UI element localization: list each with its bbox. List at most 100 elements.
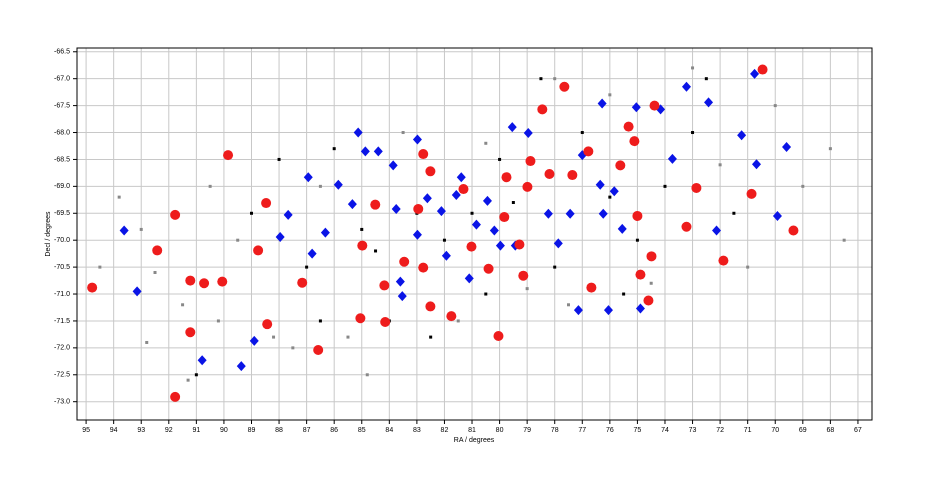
point [635, 269, 646, 280]
point [565, 208, 575, 219]
point [691, 66, 695, 70]
point [580, 131, 584, 135]
point [418, 262, 429, 273]
point [801, 184, 805, 188]
x-tick-label: 78 [551, 427, 559, 434]
point [291, 346, 295, 350]
x-tick-label: 74 [661, 427, 669, 434]
point [523, 128, 533, 139]
y-tick-label: -70.0 [54, 237, 70, 244]
point [145, 340, 149, 344]
point [842, 238, 846, 242]
point [667, 153, 677, 164]
point [466, 241, 477, 252]
point [305, 265, 309, 269]
point [782, 142, 792, 153]
point [373, 146, 383, 157]
point [609, 186, 619, 197]
point [223, 150, 234, 161]
y-tick-label: -70.5 [54, 264, 70, 271]
point [681, 221, 692, 232]
x-tick-label: 89 [248, 427, 256, 434]
x-tick-label: 70 [771, 427, 779, 434]
x-tick-label: 82 [441, 427, 449, 434]
point [635, 303, 645, 314]
point [511, 201, 515, 205]
point [272, 335, 276, 339]
y-tick-label: -69.0 [54, 183, 70, 190]
point [495, 240, 505, 251]
point [553, 77, 557, 81]
point [663, 184, 667, 188]
x-tick-label: 75 [634, 427, 642, 434]
point [493, 331, 504, 342]
point [333, 179, 343, 190]
y-tick-label: -68.0 [54, 129, 70, 136]
point [751, 159, 761, 170]
point [277, 157, 281, 161]
y-tick-label: -69.5 [54, 210, 70, 217]
point [573, 305, 583, 316]
point [395, 276, 405, 287]
point [603, 305, 613, 316]
x-axis-title: RA / degrees [454, 437, 495, 444]
point [397, 291, 407, 302]
x-tick-label: 76 [606, 427, 614, 434]
point [704, 97, 714, 108]
point [464, 273, 474, 284]
point [379, 280, 390, 291]
point [217, 276, 228, 287]
point [623, 121, 634, 132]
point [498, 157, 502, 161]
point [98, 265, 102, 269]
point [691, 182, 702, 193]
point [772, 210, 782, 221]
point [194, 373, 198, 377]
point [186, 378, 190, 382]
point [537, 104, 548, 115]
point [307, 248, 317, 259]
x-tick-label: 86 [330, 427, 338, 434]
point [482, 195, 492, 206]
x-tick-label: 84 [385, 427, 393, 434]
point [622, 292, 626, 296]
x-tick-label: 95 [82, 427, 90, 434]
point [360, 227, 364, 231]
point [236, 361, 246, 372]
point [347, 199, 357, 210]
point [170, 209, 181, 220]
point [615, 160, 626, 171]
x-tick-label: 92 [165, 427, 173, 434]
point [132, 286, 142, 297]
y-tick-label: -66.5 [54, 49, 70, 56]
point [746, 188, 757, 199]
x-tick-label: 94 [110, 427, 118, 434]
x-tick-label: 83 [413, 427, 421, 434]
point [566, 303, 570, 307]
x-tick-label: 91 [192, 427, 200, 434]
y-tick-label: -67.5 [54, 102, 70, 109]
point [353, 127, 363, 138]
point [253, 245, 264, 256]
x-tick-label: 73 [689, 427, 697, 434]
y-tick-label: -67.0 [54, 76, 70, 83]
point [458, 184, 469, 195]
point [442, 238, 446, 242]
point [586, 282, 597, 293]
point [283, 209, 293, 220]
point [181, 303, 185, 307]
point [595, 179, 605, 190]
point [489, 225, 499, 236]
point [544, 168, 555, 179]
x-tick-label: 87 [303, 427, 311, 434]
point [507, 122, 517, 133]
point [360, 146, 370, 157]
point [718, 163, 722, 167]
point [422, 193, 432, 204]
point [499, 212, 510, 223]
point [567, 170, 578, 181]
point [691, 131, 695, 135]
point [471, 219, 481, 230]
x-tick-label: 80 [496, 427, 504, 434]
